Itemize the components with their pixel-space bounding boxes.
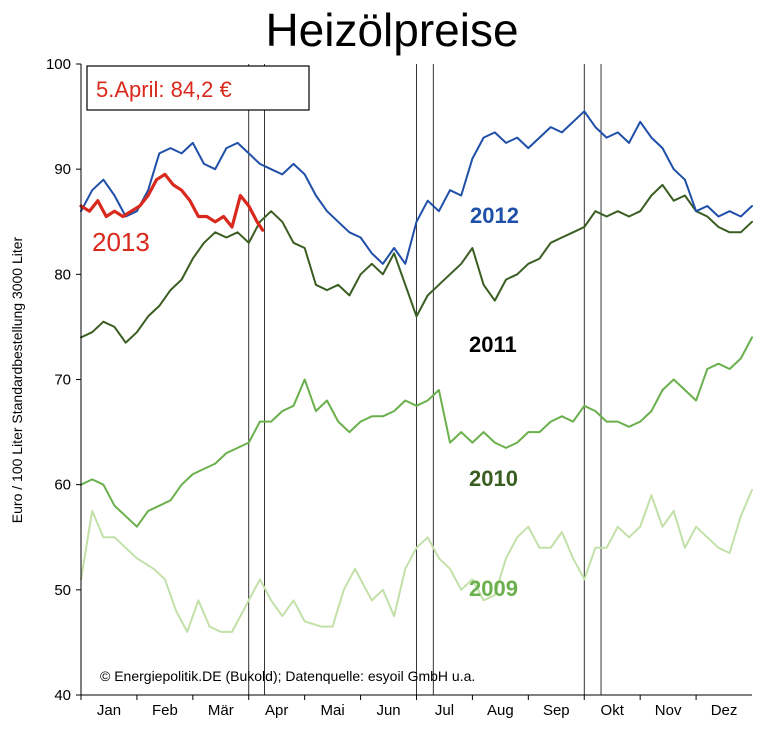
series-line-2010 [80, 336, 753, 528]
grid-lines [248, 64, 602, 695]
series-line-2011 [80, 183, 753, 344]
series-line-2012 [80, 110, 753, 265]
y-tick-label: 60 [54, 477, 71, 494]
x-tick-labels: Jan Feb Mär Apr Mai Jun Jul Aug Sep Okt Nov Dez [80, 695, 738, 719]
y-tick-label: 80 [54, 266, 71, 283]
x-tick-label: Sep [543, 702, 570, 719]
series-line-2009 [80, 488, 753, 633]
series-label-2010: 2010 [469, 466, 518, 491]
x-tick-label: Mär [208, 702, 234, 719]
x-tick-label: Jul [435, 702, 454, 719]
series-label-2012: 2012 [470, 203, 519, 228]
y-axis-label: Euro / 100 Liter Standardbestellung 3000… [9, 236, 25, 523]
y-tick-label: 50 [54, 582, 71, 599]
callout-box [86, 65, 310, 111]
x-tick-label: Jun [376, 702, 400, 719]
series-line-2013 [79, 172, 265, 232]
y-tick-label: 40 [54, 687, 71, 704]
x-tick-label: Dez [711, 702, 738, 719]
x-tick-label: Okt [601, 702, 625, 719]
x-tick-label: Apr [265, 702, 288, 719]
x-tick-label: Feb [152, 702, 178, 719]
callout-text: 5.April: 84,2 € [96, 77, 232, 102]
x-tick-label: Nov [655, 702, 682, 719]
y-tick-labels: 40 50 60 70 80 90 100 [46, 56, 81, 704]
x-tick-label: Mai [321, 702, 345, 719]
y-tick-label: 90 [54, 161, 71, 178]
x-tick-label: Aug [487, 702, 514, 719]
series-label-2009: 2009 [469, 576, 518, 601]
series-label-2013: 2013 [92, 227, 150, 257]
y-tick-label: 100 [46, 56, 71, 73]
series-lines [79, 110, 753, 633]
source-credit: © Energiepolitik.DE (Bukold); Datenquell… [100, 668, 475, 684]
series-label-2011: 2011 [469, 332, 517, 357]
y-tick-label: 70 [54, 372, 71, 389]
chart-title: Heizölpreise [265, 4, 518, 56]
x-tick-label: Jan [97, 702, 121, 719]
